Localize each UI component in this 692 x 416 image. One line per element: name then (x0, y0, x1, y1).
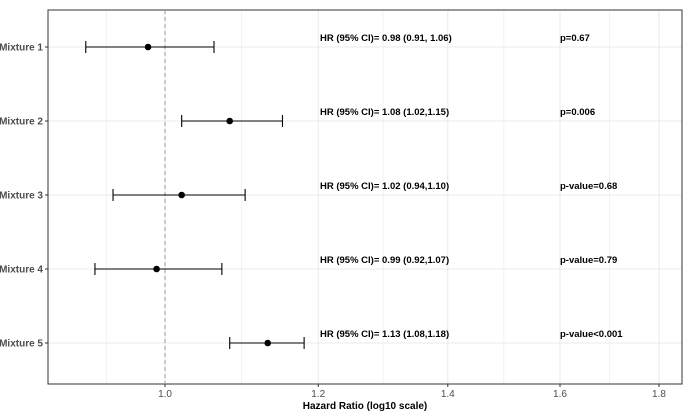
estimate-point (264, 339, 272, 347)
hr-annotation: HR (95% CI)= 1.13 (1.08,1.18) (320, 329, 449, 340)
panel-border (47, 9, 683, 385)
estimate-point (226, 117, 234, 125)
x-axis-title: Hazard Ratio (log10 scale) (303, 401, 427, 412)
x-tick-label: 1.4 (441, 389, 455, 400)
hr-annotation: HR (95% CI)= 1.02 (0.94,1.10) (320, 181, 449, 192)
hr-annotation: HR (95% CI)= 0.99 (0.92,1.07) (320, 255, 449, 266)
hr-annotation: HR (95% CI)= 0.98 (0.91, 1.06) (320, 33, 452, 44)
x-tick-label: 1.2 (311, 389, 325, 400)
p-value-annotation: p-value<0.001 (560, 329, 623, 340)
y-tick-label: Mixture 2 (0, 117, 43, 128)
x-tick-label: 1.8 (652, 389, 666, 400)
estimate-point (144, 43, 152, 51)
y-tick-label: Mixture 5 (0, 339, 43, 350)
hr-annotation: HR (95% CI)= 1.08 (1.02,1.15) (320, 107, 449, 118)
estimate-point (153, 265, 160, 273)
estimate-point (178, 191, 185, 199)
y-tick-label: Mixture 4 (0, 265, 43, 276)
x-tick-label: 1.0 (158, 389, 172, 400)
y-tick-label: Mixture 1 (0, 43, 43, 54)
y-tick-label: Mixture 3 (0, 191, 43, 202)
x-tick-label: 1.6 (553, 389, 567, 400)
p-value-annotation: p-value=0.68 (560, 181, 617, 192)
p-value-annotation: p-value=0.79 (560, 255, 617, 266)
p-value-annotation: p=0.006 (560, 107, 595, 118)
p-value-annotation: p=0.67 (560, 33, 590, 44)
